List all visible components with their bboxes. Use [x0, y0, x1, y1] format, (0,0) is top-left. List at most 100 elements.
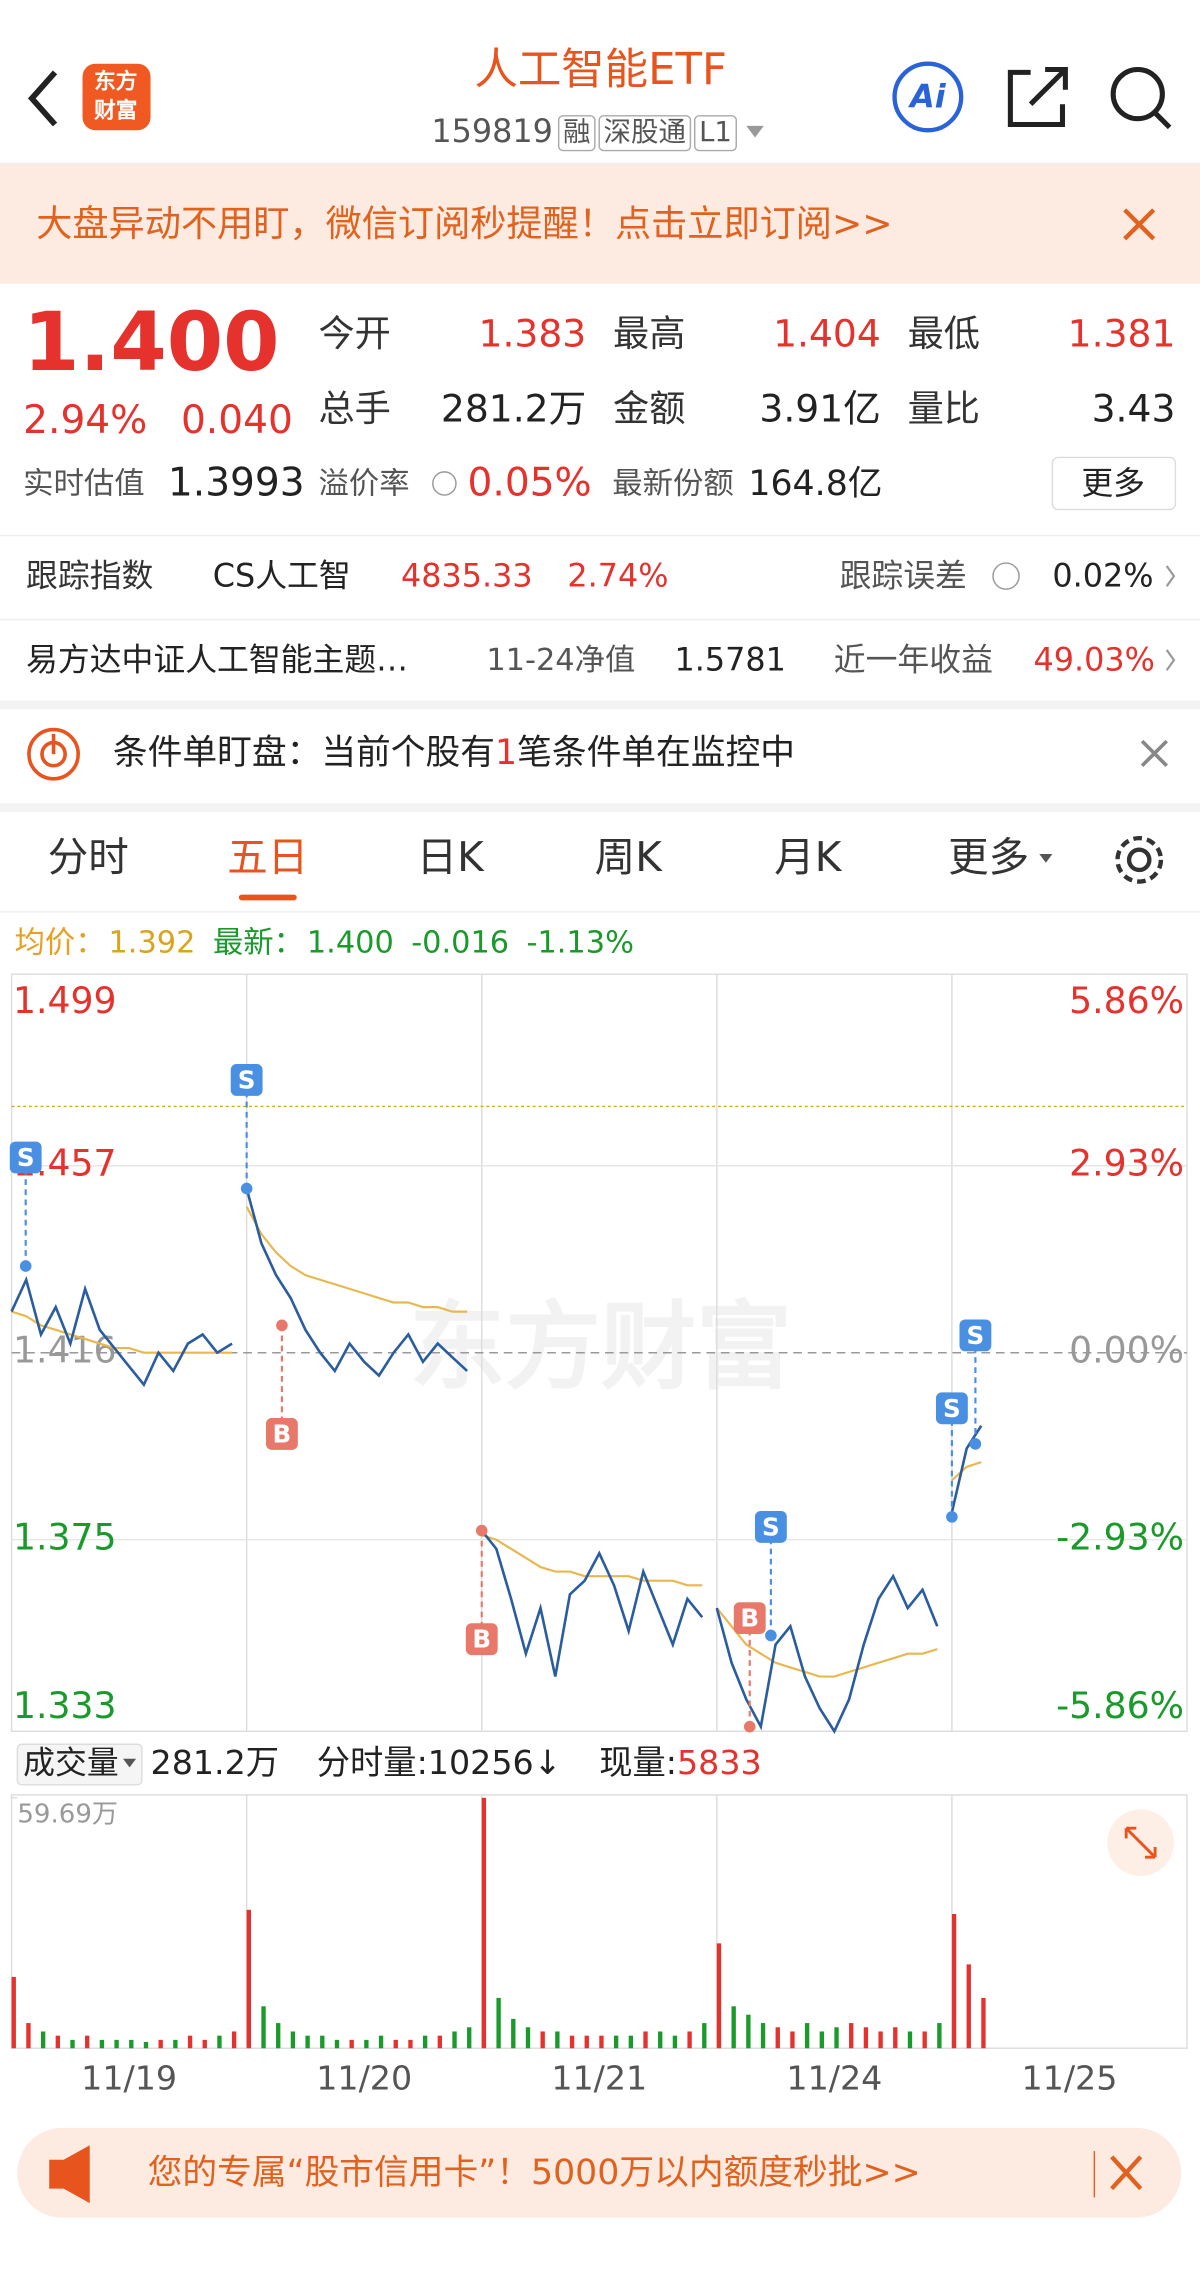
settings-button[interactable]	[1115, 835, 1164, 884]
fund-name[interactable]: 易方达中证人工智能主题…	[26, 641, 408, 679]
field-label: 最低	[908, 312, 980, 355]
volume-bar	[613, 2035, 619, 2049]
volume-bar	[775, 2027, 780, 2049]
nav-label: 11-24净值	[486, 643, 635, 678]
volume-bar	[364, 2039, 369, 2049]
separator	[0, 700, 1200, 710]
latest-label: 最新：	[213, 925, 304, 960]
ad-banner[interactable]	[17, 2127, 1182, 2218]
x-tick-label: 11/24	[786, 2059, 882, 2098]
close-alert[interactable]	[1140, 739, 1168, 768]
alert-text: 条件单盯盘：当前个股有	[113, 733, 495, 773]
tab[interactable]: 更多	[948, 833, 1029, 881]
volume-bar	[981, 1997, 986, 2049]
volume-bar	[143, 2041, 149, 2049]
volume-bar	[99, 2039, 105, 2049]
volume-bar	[731, 2006, 736, 2049]
banner[interactable]	[0, 163, 1200, 284]
volume-bar	[334, 2039, 340, 2049]
ret: 49.03%	[1034, 641, 1155, 679]
volume-bar	[11, 1976, 16, 2049]
y2-tick-label: 5.86%	[1069, 979, 1184, 1022]
average-line	[951, 1461, 982, 1482]
volume-selector[interactable]	[16, 1743, 143, 1786]
volume-bar	[467, 2027, 472, 2049]
x-tick-label: 11/25	[1021, 2059, 1117, 2098]
tag-box	[557, 115, 596, 152]
volume-bar	[819, 2031, 825, 2049]
average-line	[245, 1206, 468, 1313]
volume-bar	[55, 2035, 60, 2049]
logo-text: 东方	[94, 69, 137, 95]
trade-point	[946, 1511, 958, 1523]
alert-icon	[27, 727, 80, 781]
volume-bar	[628, 2035, 634, 2049]
chevron[interactable]	[1165, 649, 1176, 671]
expand-icon	[1124, 1826, 1157, 1859]
volume-bar	[114, 2039, 119, 2049]
volume-bar	[907, 2031, 913, 2049]
dropdown-icon[interactable]	[746, 125, 764, 138]
volume-bar	[966, 1964, 971, 2049]
field-label: 金额	[613, 387, 685, 430]
now-value: 5833	[677, 1743, 762, 1782]
trade-label: B	[472, 1625, 491, 1654]
trade-point	[765, 1629, 777, 1642]
separator	[0, 803, 1200, 813]
tag: 融	[563, 116, 591, 148]
tab-underline	[238, 894, 297, 901]
volume-bar	[26, 2023, 31, 2049]
logo	[82, 63, 151, 131]
chevron[interactable]	[1165, 565, 1176, 587]
trade-point	[475, 1524, 488, 1537]
ad-text[interactable]: 您的专属“股市信用卡”！5000万以内额度秒批>>	[148, 2153, 921, 2193]
volume-bar	[349, 2039, 354, 2049]
megaphone-icon	[49, 2145, 90, 2204]
volume-bar	[687, 2031, 692, 2049]
trade-label: S	[17, 1143, 35, 1172]
close-banner[interactable]	[1123, 208, 1156, 241]
y-tick-label: 1.375	[13, 1516, 117, 1559]
ai-label: Ai	[907, 77, 947, 115]
volume-bar	[276, 2023, 281, 2049]
field-label: 今开	[318, 312, 390, 355]
trade-badge	[265, 1417, 298, 1450]
average-line	[715, 1607, 938, 1678]
tab[interactable]: 分时	[48, 833, 129, 881]
price-line	[715, 1573, 939, 1734]
volume-bar	[217, 2035, 222, 2049]
trade-badge	[9, 1141, 42, 1174]
tab[interactable]: 周K	[595, 833, 664, 881]
tag: 深股通	[604, 116, 687, 148]
tag-box	[598, 115, 692, 152]
trade-badge	[230, 1064, 263, 1096]
price: 1.400	[23, 296, 279, 390]
volume-bar	[246, 1909, 252, 2049]
tag: L1	[699, 116, 732, 148]
ai-button[interactable]	[892, 61, 964, 133]
field-value: 1.404	[773, 311, 881, 355]
trade-badge	[465, 1623, 498, 1656]
share-button[interactable]	[1007, 66, 1068, 128]
code: 159819	[431, 112, 553, 150]
volume-bar	[70, 2039, 75, 2049]
tab[interactable]: 五日	[227, 833, 308, 881]
y2-tick-label: 0.00%	[1069, 1329, 1184, 1372]
tab[interactable]: 日K	[417, 833, 486, 881]
volume-bar	[290, 2031, 296, 2049]
banner-text[interactable]: 大盘异动不用盯，微信订阅秒提醒！点击立即订阅>>	[36, 202, 892, 245]
more-button[interactable]	[1051, 456, 1177, 511]
price-line	[10, 1275, 233, 1388]
tab[interactable]: 月K	[774, 833, 843, 881]
close-ad[interactable]	[1110, 2155, 1143, 2191]
alert-text: 笔条件单在监控中	[517, 733, 795, 773]
volume-bar	[584, 2035, 589, 2049]
trade-badge	[754, 1510, 787, 1543]
back-button[interactable]	[27, 70, 58, 127]
title: 人工智能ETF	[474, 45, 727, 95]
volume-bar	[129, 2039, 134, 2049]
field-label: 最高	[613, 312, 685, 355]
search-button[interactable]	[1110, 66, 1172, 130]
